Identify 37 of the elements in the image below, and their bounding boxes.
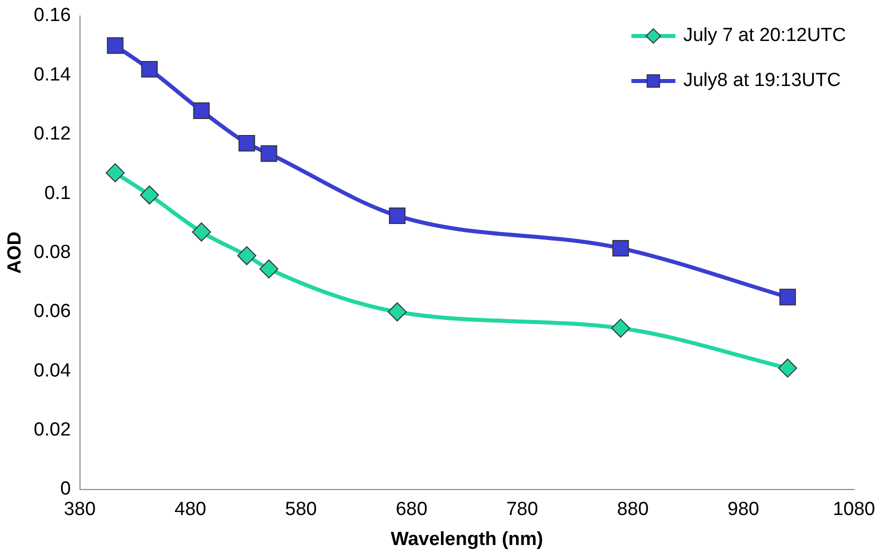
x-axis-title: Wavelength (nm) [390, 528, 544, 550]
x-tick-label: 780 [506, 499, 538, 520]
x-tick-label: 980 [728, 499, 760, 520]
legend-label: July 7 at 20:12UTC [683, 25, 846, 46]
x-tick-label: 480 [174, 499, 206, 520]
point [611, 318, 630, 338]
point [237, 246, 256, 266]
y-tick-label: 0.1 [44, 182, 71, 204]
x-tick-label: 880 [616, 499, 649, 520]
y-tick-label: 0.12 [34, 124, 71, 145]
point [192, 222, 211, 242]
point [259, 259, 278, 278]
x-tick-label: 580 [285, 499, 317, 520]
point [140, 186, 159, 205]
x-tick-label: 680 [396, 499, 428, 520]
legend-label: July8 at 19:13UTC [683, 70, 841, 92]
point [106, 37, 124, 54]
x-tick-label: 380 [64, 499, 96, 520]
point [238, 134, 256, 152]
point [388, 302, 407, 322]
y-tick-label: 0.02 [34, 419, 71, 440]
y-axis-title: AOD [4, 232, 26, 274]
y-tick-label: 0.16 [34, 5, 71, 26]
point [260, 145, 278, 162]
y-tick-label: 0.14 [34, 64, 72, 86]
point [612, 240, 629, 257]
x-tick-label: 1080 [832, 499, 876, 520]
point [193, 102, 210, 119]
y-tick-label: 0.06 [34, 301, 71, 322]
y-tick-label: 0.04 [34, 360, 72, 382]
point [106, 163, 125, 182]
point [388, 207, 406, 224]
y-tick-label: 0 [60, 478, 71, 500]
y-tick-label: 0.08 [34, 242, 71, 263]
point [778, 358, 798, 378]
point [779, 288, 796, 306]
point [141, 60, 158, 78]
